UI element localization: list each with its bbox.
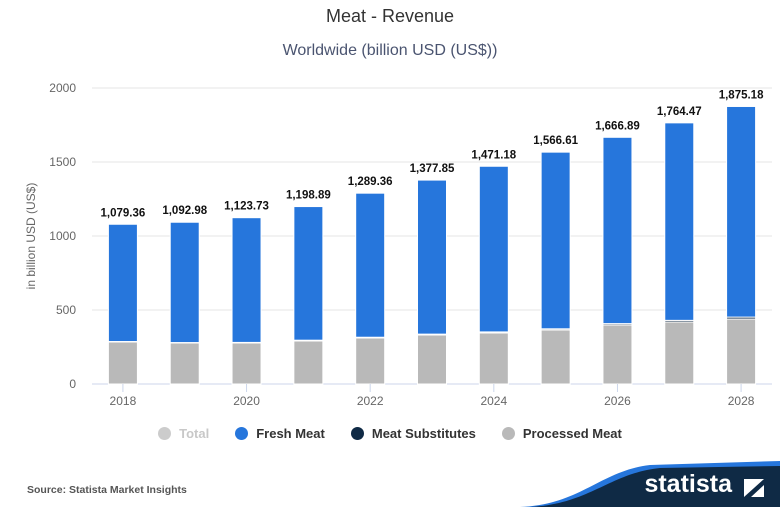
bar-processed-meat[interactable] xyxy=(417,334,447,385)
data-label: 1,092.98 xyxy=(162,205,207,217)
bar-processed-meat[interactable] xyxy=(355,337,386,385)
legend-label: Meat Substitutes xyxy=(371,426,476,441)
legend-dot-icon xyxy=(235,427,249,440)
y-axis-ticks: 0 500 1000 1500 2000 xyxy=(49,81,76,391)
legend-dot-icon xyxy=(501,427,515,440)
data-label: 1,377.85 xyxy=(410,163,455,175)
bar-processed-meat[interactable] xyxy=(478,332,509,385)
x-axis-ticks: 2018 2020 2022 2024 2026 2028 xyxy=(110,384,755,408)
data-label: 1,079.36 xyxy=(101,207,146,219)
y-tick-label: 500 xyxy=(56,303,76,317)
x-tick-label: 2018 xyxy=(110,394,137,408)
bar-fresh-meat[interactable] xyxy=(169,221,200,344)
bar-fresh-meat[interactable] xyxy=(478,165,509,333)
data-label: 1,198.89 xyxy=(286,190,331,202)
y-tick-label: 2000 xyxy=(49,81,76,95)
bar-fresh-meat[interactable] xyxy=(602,136,633,325)
data-label: 1,666.89 xyxy=(595,120,640,132)
y-tick-label: 0 xyxy=(69,377,76,391)
bar-processed-meat[interactable] xyxy=(602,324,633,385)
data-label: 1,764.47 xyxy=(657,106,702,118)
y-axis-label: in billion USD (US$) xyxy=(24,183,38,290)
legend-item-processed-meat[interactable]: Processed Meat xyxy=(501,426,622,441)
data-label: 1,471.18 xyxy=(471,149,516,161)
bar-fresh-meat[interactable] xyxy=(726,105,757,318)
bar-processed-meat[interactable] xyxy=(169,342,200,385)
legend-item-fresh-meat[interactable]: Fresh Meat xyxy=(235,426,325,441)
data-label: 1,289.36 xyxy=(348,176,393,188)
bar-processed-meat[interactable] xyxy=(293,340,324,385)
bar-fresh-meat[interactable] xyxy=(107,223,138,343)
legend-item-meat-substitutes[interactable]: Meat Substitutes xyxy=(350,426,476,441)
bar-processed-meat[interactable] xyxy=(726,318,757,385)
bar-processed-meat[interactable] xyxy=(664,321,695,385)
legend-item-total[interactable]: Total xyxy=(158,426,209,441)
data-label: 1,123.73 xyxy=(224,201,269,213)
bar-fresh-meat[interactable] xyxy=(231,217,262,343)
data-labels: 1,079.36 1,092.98 1,123.73 1,198.89 1,289.36… xyxy=(101,89,765,219)
bar-chart: 0 500 1000 1500 2000 1,079.36 1,092.98 1,123.7… xyxy=(24,81,772,408)
x-tick-label: 2020 xyxy=(233,394,260,408)
bar-fresh-meat[interactable] xyxy=(417,179,447,335)
x-tick-label: 2022 xyxy=(357,394,384,408)
x-tick-label: 2024 xyxy=(480,394,507,408)
statista-logo-banner xyxy=(520,461,780,507)
bars xyxy=(107,105,757,385)
legend-label: Processed Meat xyxy=(522,426,622,441)
source-note: Source: Statista Market Insights xyxy=(27,484,187,496)
bar-fresh-meat[interactable] xyxy=(540,151,571,330)
data-label: 1,566.61 xyxy=(533,135,578,147)
chart-subtitle: Worldwide (billion USD (US$)) xyxy=(282,42,498,59)
bar-processed-meat[interactable] xyxy=(107,341,138,385)
data-label: 1,875.18 xyxy=(719,89,764,101)
bar-processed-meat[interactable] xyxy=(540,329,571,385)
bar-fresh-meat[interactable] xyxy=(664,122,695,321)
bar-processed-meat[interactable] xyxy=(231,342,262,385)
y-tick-label: 1500 xyxy=(49,155,76,169)
chart-title: Meat - Revenue xyxy=(325,6,455,26)
statista-logo-icon xyxy=(744,479,764,497)
statista-logo-text: statista xyxy=(644,470,732,498)
y-tick-label: 1000 xyxy=(49,229,76,243)
legend-label: Fresh Meat xyxy=(256,426,325,441)
legend-dot-icon xyxy=(350,427,364,440)
x-tick-label: 2026 xyxy=(604,394,631,408)
legend: Total Fresh Meat Meat Substitutes Proces… xyxy=(0,426,780,441)
bar-fresh-meat[interactable] xyxy=(355,192,386,338)
legend-label: Total xyxy=(179,426,210,441)
legend-dot-icon xyxy=(158,427,172,440)
bar-fresh-meat[interactable] xyxy=(293,206,324,341)
x-tick-label: 2028 xyxy=(728,394,755,408)
